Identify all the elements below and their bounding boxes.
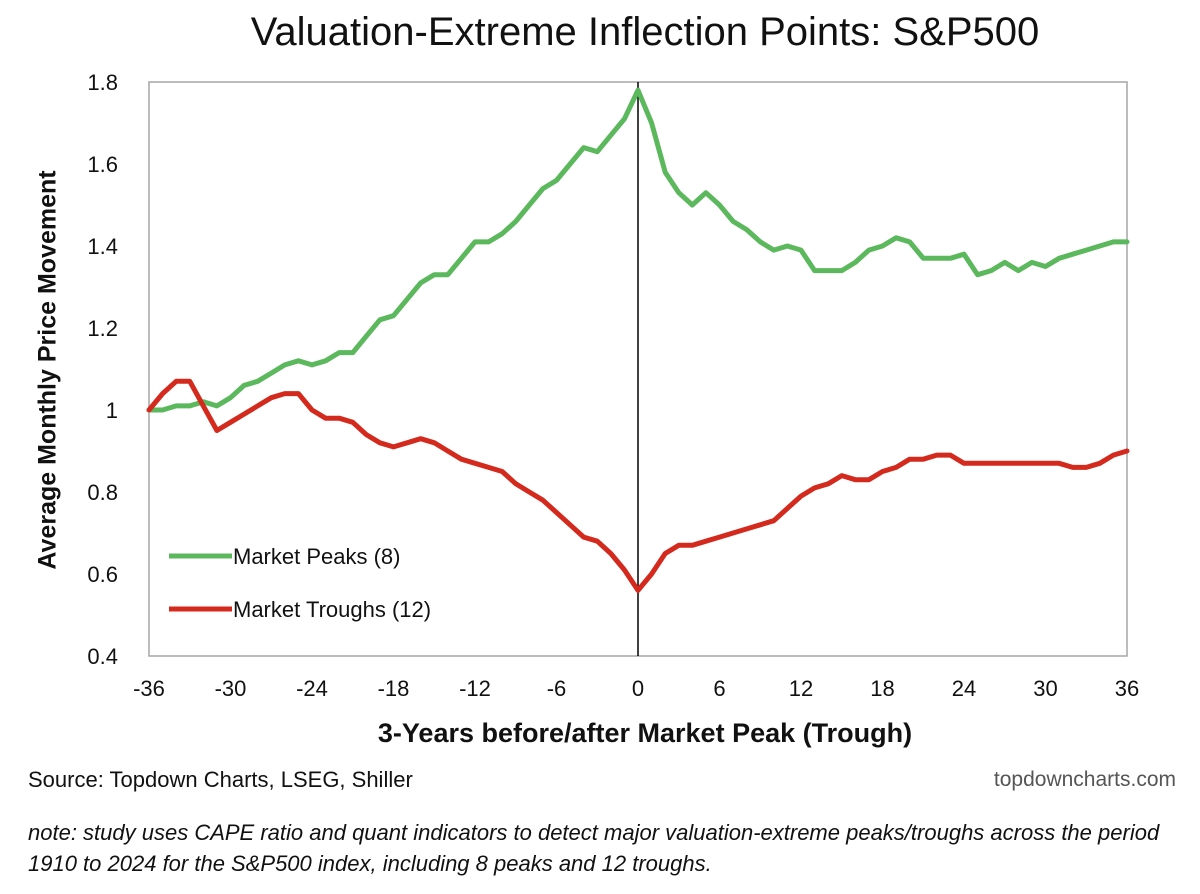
- footnote-text: note: study uses CAPE ratio and quant in…: [28, 820, 1160, 876]
- x-tick-label: -36: [133, 676, 165, 701]
- x-tick-label: -12: [459, 676, 491, 701]
- x-tick-label: 36: [1115, 676, 1139, 701]
- x-tick-label: 6: [713, 676, 725, 701]
- y-tick-label: 1.4: [87, 234, 118, 259]
- x-tick-label: -6: [547, 676, 567, 701]
- x-tick-label: 0: [632, 676, 644, 701]
- y-tick-label: 1.6: [87, 152, 118, 177]
- x-tick-label: -18: [378, 676, 410, 701]
- series-group: [146, 87, 1130, 593]
- legend-label: Market Troughs (12): [233, 597, 431, 622]
- chart-title: Valuation-Extreme Inflection Points: S&P…: [250, 10, 1040, 54]
- y-tick-label: 0.4: [87, 644, 118, 669]
- x-axis-label: 3-Years before/after Market Peak (Trough…: [377, 718, 913, 748]
- legend-label: Market Peaks (8): [233, 544, 401, 569]
- y-tick-label: 0.6: [87, 562, 118, 587]
- x-tick-label: 12: [789, 676, 813, 701]
- y-tick-label: 1: [106, 398, 118, 423]
- series-line-market-peaks: [146, 87, 1130, 413]
- watermark-text: topdowncharts.com: [993, 768, 1176, 791]
- chart-canvas: -36 -30 -24 -18 -12 -6 0 6 12 18 24 30 36 0.4 0.6 0.8 1 1…: [87, 70, 1139, 701]
- series-line-market-troughs: [146, 378, 1130, 593]
- x-tick-label: 30: [1033, 676, 1057, 701]
- x-tick-label: 24: [952, 676, 976, 701]
- y-tick-label: 1.2: [87, 316, 118, 341]
- y-tick-label: 1.8: [87, 70, 118, 95]
- x-tick-label: -30: [215, 676, 247, 701]
- x-tick-label: 18: [870, 676, 894, 701]
- axis-ticks: -36 -30 -24 -18 -12 -6 0 6 12 18 24 30 36 0.4 0.6 0.8 1 1…: [87, 70, 1139, 701]
- x-tick-label: -24: [296, 676, 328, 701]
- source-text: Source: Topdown Charts, LSEG, Shiller: [28, 767, 413, 792]
- legend: Market Peaks (8) Market Troughs (12): [169, 544, 431, 622]
- y-tick-label: 0.8: [87, 480, 118, 505]
